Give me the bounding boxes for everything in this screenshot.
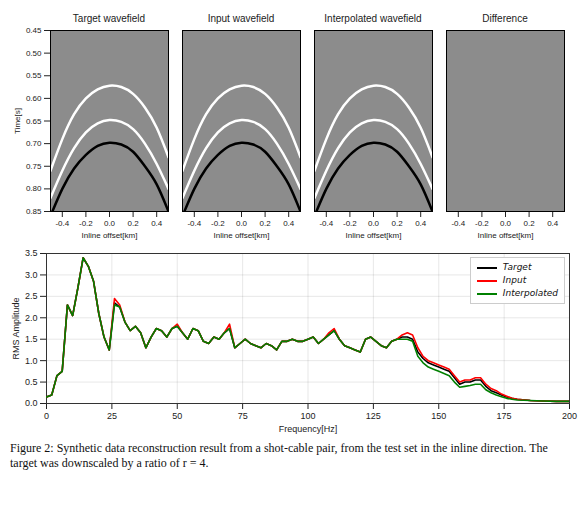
svg-text:0.4: 0.4 — [283, 219, 295, 228]
svg-text:3.0: 3.0 — [25, 270, 38, 280]
svg-text:1.0: 1.0 — [25, 356, 38, 366]
svg-text:0.45: 0.45 — [26, 26, 42, 35]
svg-text:0.2: 0.2 — [260, 219, 272, 228]
svg-text:0.0: 0.0 — [368, 219, 380, 228]
svg-text:75: 75 — [238, 411, 248, 421]
svg-text:-0.2: -0.2 — [343, 219, 357, 228]
svg-text:2.0: 2.0 — [25, 313, 38, 323]
svg-text:25: 25 — [107, 411, 117, 421]
svg-text:175: 175 — [497, 411, 512, 421]
svg-text:125: 125 — [366, 411, 381, 421]
html-text:Target wavefield: Target wavefield — [72, 13, 146, 24]
svg-text:-0.4: -0.4 — [451, 219, 465, 228]
svg-text:1.5: 1.5 — [25, 334, 38, 344]
svg-text:Frequency[Hz]: Frequency[Hz] — [279, 424, 338, 434]
svg-text:Inline offset[km]: Inline offset[km] — [214, 231, 270, 240]
svg-text:0.65: 0.65 — [26, 117, 42, 126]
html-text:Interpolated: Interpolated — [502, 288, 558, 298]
html-text:Input: Input — [502, 275, 527, 285]
svg-text:0.80: 0.80 — [26, 184, 42, 193]
svg-text:0.75: 0.75 — [26, 162, 42, 171]
svg-text:-0.2: -0.2 — [475, 219, 489, 228]
svg-text:0.60: 0.60 — [26, 94, 42, 103]
svg-text:Inline offset[km]: Inline offset[km] — [346, 231, 402, 240]
svg-text:200: 200 — [562, 411, 577, 421]
svg-text:50: 50 — [172, 411, 182, 421]
svg-text:-0.4: -0.4 — [55, 219, 69, 228]
html-text:Target: Target — [502, 262, 532, 272]
svg-text:0.4: 0.4 — [415, 219, 427, 228]
svg-text:-0.4: -0.4 — [187, 219, 201, 228]
html-text:Difference: Difference — [482, 13, 528, 24]
svg-text:Time[s]: Time[s] — [13, 108, 22, 134]
svg-text:0.4: 0.4 — [151, 219, 163, 228]
svg-text:0.0: 0.0 — [104, 219, 116, 228]
svg-text:0.0: 0.0 — [236, 219, 248, 228]
svg-text:0.0: 0.0 — [500, 219, 512, 228]
svg-text:-0.4: -0.4 — [319, 219, 333, 228]
svg-text:Inline offset[km]: Inline offset[km] — [478, 231, 534, 240]
html-text:Input wavefield: Input wavefield — [207, 13, 275, 24]
svg-text:150: 150 — [431, 411, 446, 421]
svg-text:0.55: 0.55 — [26, 71, 42, 80]
svg-text:0.5: 0.5 — [25, 377, 38, 387]
svg-text:2.5: 2.5 — [25, 291, 38, 301]
svg-text:0.50: 0.50 — [26, 49, 42, 58]
svg-text:Inline offset[km]: Inline offset[km] — [82, 231, 138, 240]
svg-text:0.70: 0.70 — [26, 139, 42, 148]
svg-text:-0.2: -0.2 — [211, 219, 225, 228]
svg-text:-0.2: -0.2 — [79, 219, 93, 228]
svg-text:0.2: 0.2 — [392, 219, 404, 228]
svg-text:0.4: 0.4 — [547, 219, 559, 228]
html-text:Interpolated wavefield: Interpolated wavefield — [324, 13, 422, 24]
svg-text:100: 100 — [300, 411, 315, 421]
svg-text:3.5: 3.5 — [25, 248, 38, 258]
svg-text:0.0: 0.0 — [25, 398, 38, 408]
svg-text:0: 0 — [44, 411, 49, 421]
svg-text:0.2: 0.2 — [524, 219, 536, 228]
svg-text:0.85: 0.85 — [26, 207, 42, 216]
svg-text:RMS Amplitude: RMS Amplitude — [11, 297, 21, 359]
svg-text:0.2: 0.2 — [128, 219, 140, 228]
html-text:Figure 2: Synthetic data recon: Figure 2: Synthetic data reconstruction … — [10, 441, 548, 470]
